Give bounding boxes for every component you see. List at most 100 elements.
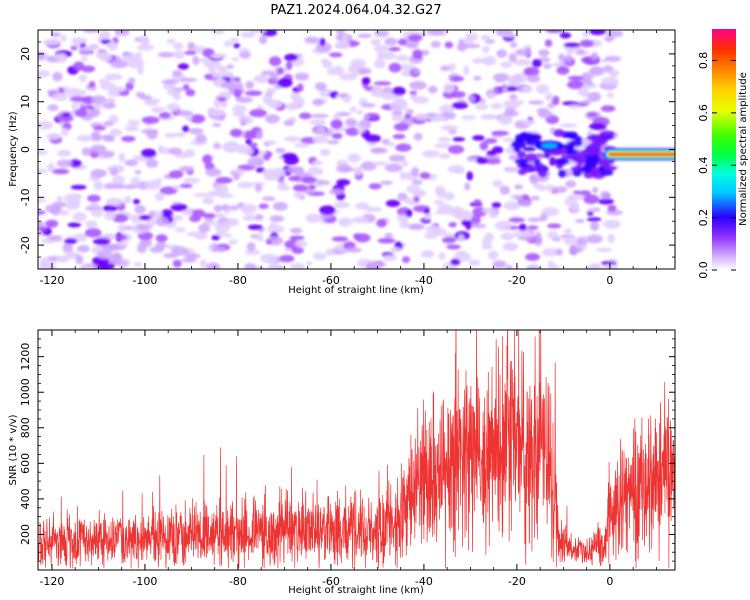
- spectrogram-cell: [379, 180, 393, 185]
- spectrogram-cell: [77, 89, 87, 96]
- spectrogram-cell: [184, 50, 197, 56]
- spectrogram-cell: [476, 157, 489, 165]
- spectrogram-cell: [221, 141, 239, 152]
- spectrogram-cell: [93, 180, 104, 191]
- spectrogram-cell: [232, 112, 246, 117]
- spectrogram-cell: [435, 188, 447, 199]
- spectrogram-cell: [301, 176, 317, 184]
- spectrogram-cell: [514, 158, 529, 165]
- spectrogram-cell: [319, 148, 331, 157]
- spectrogram-cell: [347, 66, 360, 72]
- spectrogram-cell: [538, 49, 550, 57]
- spectrogram-cell: [38, 168, 47, 174]
- spectrogram-cell: [237, 181, 254, 189]
- spectrogram-cell: [537, 169, 548, 178]
- spectrogram-cell: [90, 202, 99, 207]
- spectrogram-cell: [72, 211, 87, 222]
- spectrogram-cell: [398, 63, 416, 71]
- spectrogram-cell: [555, 158, 570, 165]
- spectrogram-cell: [172, 259, 182, 268]
- spectrogram-cell: [404, 113, 412, 120]
- spectrogram-cell: [124, 125, 139, 132]
- spectrogram-cell: [332, 114, 342, 119]
- spectrogram-cell: [220, 82, 238, 89]
- spectrogram-cell: [207, 190, 223, 197]
- spectrogram-cell: [336, 39, 351, 50]
- spectrogram-cell: [65, 251, 80, 259]
- spectrogram-cell: [235, 81, 244, 91]
- x-tick-label: -80: [229, 274, 247, 287]
- snr-frame: [37, 329, 676, 571]
- spectrogram-cell: [500, 232, 515, 241]
- spectrogram-cell: [608, 153, 675, 156]
- spectrogram-cell: [76, 245, 90, 253]
- spectrogram-cell: [422, 150, 440, 158]
- spectrogram-cell: [560, 154, 569, 160]
- spectrogram-cell: [427, 85, 438, 94]
- spectrogram-cell: [38, 220, 45, 228]
- spectrogram-cell: [137, 64, 144, 75]
- spectrogram-cell: [155, 216, 169, 227]
- spectrogram-cell: [240, 31, 256, 38]
- spectrogram-cell: [484, 39, 496, 44]
- spectrogram-cell: [544, 39, 553, 48]
- spectrogram-cell: [495, 220, 512, 231]
- spectrogram-cell: [141, 128, 159, 135]
- spectrogram-cell: [135, 91, 146, 98]
- spectrogram-cell: [481, 207, 499, 214]
- spectrogram-cell: [293, 191, 303, 199]
- spectrogram-cell: [117, 224, 128, 232]
- spectrogram-cell: [192, 55, 200, 66]
- spectrogram-cell: [240, 203, 257, 214]
- spectrogram-cell: [425, 225, 442, 234]
- spectrogram-cell: [178, 166, 195, 173]
- spectrogram-cell: [522, 146, 537, 152]
- spectrogram-cell: [375, 89, 384, 98]
- x-tick-label: -100: [132, 274, 157, 287]
- spectrogram-cell: [47, 235, 63, 241]
- spectrogram-cell: [528, 100, 545, 105]
- spectrogram-cell: [319, 88, 333, 98]
- spectrogram-cell: [312, 160, 324, 166]
- x-tick-label: -40: [415, 274, 433, 287]
- spectrogram-cell: [338, 217, 353, 227]
- spectrogram-cell: [269, 261, 279, 269]
- spectrogram-cell: [605, 30, 624, 38]
- spectrogram-cell: [43, 38, 61, 46]
- spectrogram-cell: [590, 221, 600, 232]
- spectrogram-cell: [181, 257, 197, 263]
- spectrogram-cell: [551, 95, 560, 106]
- spectrogram-cell: [214, 246, 226, 253]
- spectrogram-cell: [181, 209, 196, 216]
- spectrogram-cell: [389, 100, 408, 111]
- spectrogram-cell: [173, 92, 181, 101]
- spectrogram-cell: [451, 102, 469, 110]
- spectrogram-cell: [534, 231, 542, 241]
- spectrogram-cell: [212, 30, 225, 35]
- spectrogram-cell: [483, 60, 494, 66]
- spectrogram-cell: [204, 162, 215, 170]
- spectrogram-cell: [356, 125, 366, 133]
- spectrogram-cell: [490, 102, 503, 110]
- spectrogram-cell: [149, 246, 165, 253]
- spectrogram-cell: [498, 115, 513, 126]
- spectrogram-cell: [503, 201, 521, 211]
- spectrogram-cell: [388, 46, 401, 52]
- spectrogram-cell: [443, 191, 455, 201]
- spectrogram-cell: [468, 259, 481, 266]
- spectrogram-cell: [333, 201, 350, 209]
- spectrogram-cell: [185, 114, 193, 122]
- spectrogram-cell: [123, 195, 132, 204]
- spectrogram-cell: [220, 99, 228, 109]
- spectrogram-cell: [65, 200, 81, 211]
- spectrogram-cell: [63, 193, 81, 204]
- spectrogram-cell: [381, 92, 396, 100]
- spectrogram-cell: [218, 71, 234, 78]
- snr-axes: -120 -100 -80 -60 -40 -20 0 200 400 600 800 1000 120…: [19, 329, 675, 588]
- spectrogram-cell: [270, 167, 286, 177]
- spectrogram-cell: [281, 152, 298, 160]
- spectrogram-cell: [547, 102, 555, 109]
- spectrogram-cell: [231, 57, 239, 62]
- spectrogram-cell: [119, 263, 126, 269]
- spectrogram-cell: [312, 128, 325, 135]
